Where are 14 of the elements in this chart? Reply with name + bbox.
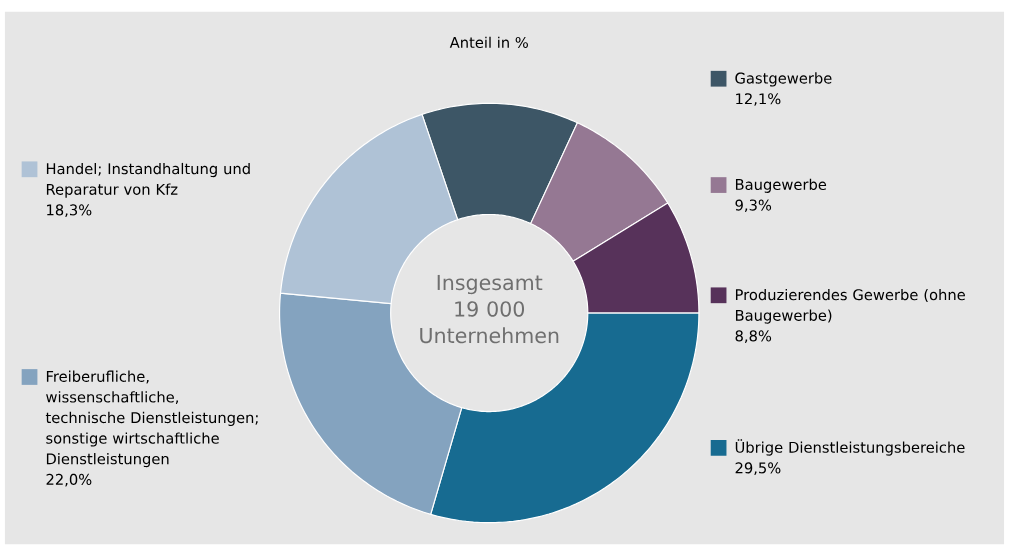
text: Insgesamt 19 000 Unternehmen (420, 274, 559, 344)
data-label: 9,3% (735, 199, 772, 213)
data-label: 8,8% (735, 330, 772, 343)
data-label: 29,5% (735, 462, 781, 475)
legend-label: Baugewerbe (735, 178, 827, 193)
legend-label: Handel; Instandhaltung und Reparatur von Kfz (46, 162, 250, 198)
legend-label: Gastgewerbe (735, 72, 832, 87)
chart-title: Anteil in % (449, 36, 528, 48)
data-label: 18,3% (47, 204, 92, 217)
legend-label: Freiberufliche, wissenschaftliche, technische Dienstleistungen; sonstige wirtschaftliche Dienstleistungen (45, 370, 258, 468)
data-label: 12,1% (736, 93, 781, 106)
legend-label: Produzierendes Gewerbe (ohne Baugewerbe) (735, 288, 965, 324)
data-label: 22,0% (46, 473, 92, 487)
legend-label: Übrige Dienstleistungsbereiche (735, 439, 965, 456)
